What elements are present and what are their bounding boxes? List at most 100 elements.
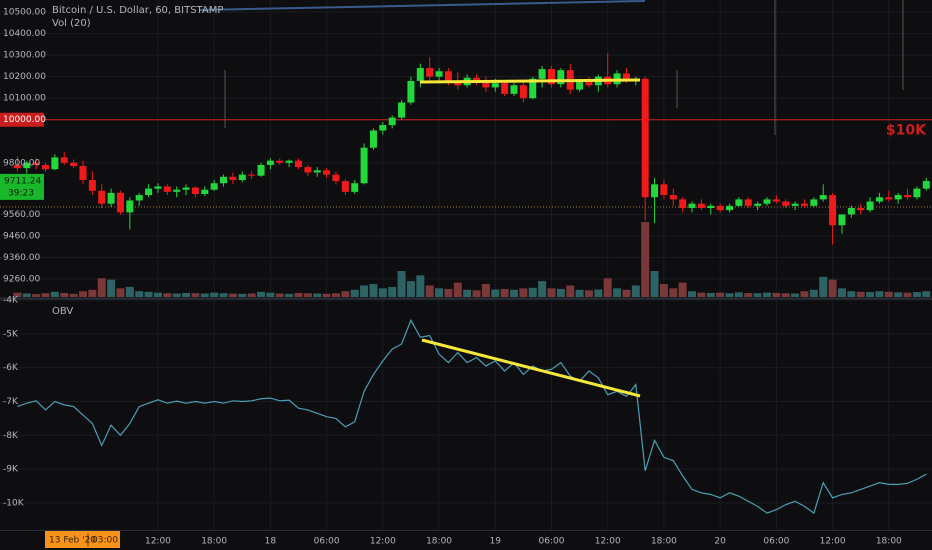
y-tick-label: -4K bbox=[3, 296, 19, 306]
obv-title: OBV bbox=[52, 306, 73, 317]
candle-body bbox=[688, 203, 696, 208]
candle-body bbox=[145, 188, 153, 196]
volume-bar bbox=[866, 292, 875, 297]
volume-bar bbox=[107, 279, 116, 297]
volume-bar bbox=[716, 292, 725, 297]
candle-body bbox=[266, 160, 274, 165]
candle-body bbox=[435, 71, 443, 77]
volume-bar bbox=[285, 293, 294, 297]
y-tick-label: 10300.00 bbox=[3, 51, 46, 61]
candle-body bbox=[276, 160, 284, 163]
candle-body bbox=[51, 157, 59, 170]
candle-body bbox=[98, 190, 106, 204]
volume-bar bbox=[341, 291, 350, 297]
x-tick-label: 12:00 bbox=[820, 537, 846, 547]
candle-body bbox=[800, 203, 808, 206]
candle-body bbox=[210, 183, 218, 190]
volume-bar bbox=[912, 292, 921, 297]
volume-bar bbox=[603, 278, 612, 297]
candle-body bbox=[426, 68, 434, 77]
volume-bar bbox=[406, 281, 415, 297]
candle-body bbox=[107, 192, 115, 204]
last-price: 9711.24 bbox=[4, 176, 41, 186]
volume-bar bbox=[566, 285, 575, 297]
y-tick-label: -8K bbox=[3, 431, 19, 441]
candle-body bbox=[697, 203, 705, 208]
volume-bar bbox=[500, 288, 509, 297]
y-tick-label: 9360.00 bbox=[3, 253, 40, 263]
volume-bar bbox=[847, 291, 856, 297]
volume-bar bbox=[388, 286, 397, 297]
x-tick-label: 18:00 bbox=[876, 537, 902, 547]
volume-bar bbox=[641, 222, 650, 297]
candle-body bbox=[679, 199, 687, 208]
candle-body bbox=[332, 174, 340, 182]
y-tick-label: -5K bbox=[3, 329, 19, 339]
volume-bar bbox=[32, 294, 41, 297]
chart-title: Bitcoin / U.S. Dollar, 60, BITSTAMP bbox=[52, 5, 223, 16]
candle-body bbox=[585, 82, 593, 86]
volume-bar bbox=[856, 291, 865, 297]
candle-body bbox=[885, 197, 893, 200]
volume-bar bbox=[116, 288, 125, 297]
volume-bar bbox=[463, 289, 472, 297]
y-tick-label: 9560.00 bbox=[3, 210, 40, 220]
candle-body bbox=[323, 170, 331, 175]
candle-body bbox=[295, 160, 302, 168]
candle-body bbox=[229, 176, 237, 181]
candle-body bbox=[32, 162, 40, 165]
volume-layer bbox=[13, 222, 931, 297]
volume-bar bbox=[481, 284, 490, 297]
volume-bar bbox=[472, 290, 481, 297]
volume-bar bbox=[725, 293, 734, 297]
candle-body bbox=[60, 157, 68, 163]
volume-bar bbox=[631, 285, 640, 297]
candle-body bbox=[547, 69, 555, 85]
volume-bar bbox=[791, 293, 800, 297]
volume-bar bbox=[97, 278, 106, 297]
candle-body bbox=[191, 187, 199, 195]
volume-bar bbox=[547, 288, 556, 297]
volume-bar bbox=[744, 292, 753, 297]
trend-drawing bbox=[199, 0, 646, 11]
candle-body bbox=[913, 188, 921, 198]
candle-body bbox=[201, 189, 209, 195]
candle-body bbox=[88, 180, 96, 191]
candle-body bbox=[13, 164, 21, 169]
volume-bar bbox=[210, 292, 219, 297]
volume-bar bbox=[781, 293, 790, 297]
candle-body bbox=[285, 160, 293, 163]
obv-line bbox=[17, 318, 927, 515]
y-tick-label: 9460.00 bbox=[3, 231, 40, 241]
volume-bar bbox=[125, 286, 134, 297]
candle-body bbox=[163, 186, 171, 192]
volume-bar bbox=[894, 292, 903, 297]
volume-bar bbox=[360, 285, 369, 297]
volume-bar bbox=[763, 292, 771, 297]
candle-body bbox=[866, 201, 874, 211]
candle-body bbox=[519, 85, 527, 99]
candle-body bbox=[154, 186, 162, 189]
volume-bar bbox=[678, 282, 687, 297]
volume-title: Vol (20) bbox=[52, 18, 91, 29]
candle-body bbox=[416, 68, 424, 81]
volume-bar bbox=[622, 289, 631, 297]
candle-body bbox=[922, 181, 930, 189]
volume-bar bbox=[688, 291, 697, 297]
countdown: 39:23 bbox=[8, 188, 34, 198]
candle-body bbox=[772, 199, 780, 202]
x-tick-label: 18:00 bbox=[651, 537, 677, 547]
volume-bar bbox=[659, 284, 668, 297]
volume-bar bbox=[435, 288, 444, 297]
volume-bar bbox=[510, 289, 519, 297]
x-tick-label: 12:00 bbox=[595, 537, 621, 547]
volume-bar bbox=[369, 284, 378, 297]
volume-bar bbox=[538, 281, 547, 297]
volume-bar bbox=[350, 289, 359, 297]
candle-body bbox=[116, 192, 124, 213]
x-tick-label: 06:00 bbox=[314, 537, 340, 547]
volume-bar bbox=[753, 293, 762, 297]
candle-body bbox=[782, 201, 790, 206]
last-price-bg bbox=[0, 173, 44, 200]
cursor-label-bg bbox=[45, 531, 120, 548]
